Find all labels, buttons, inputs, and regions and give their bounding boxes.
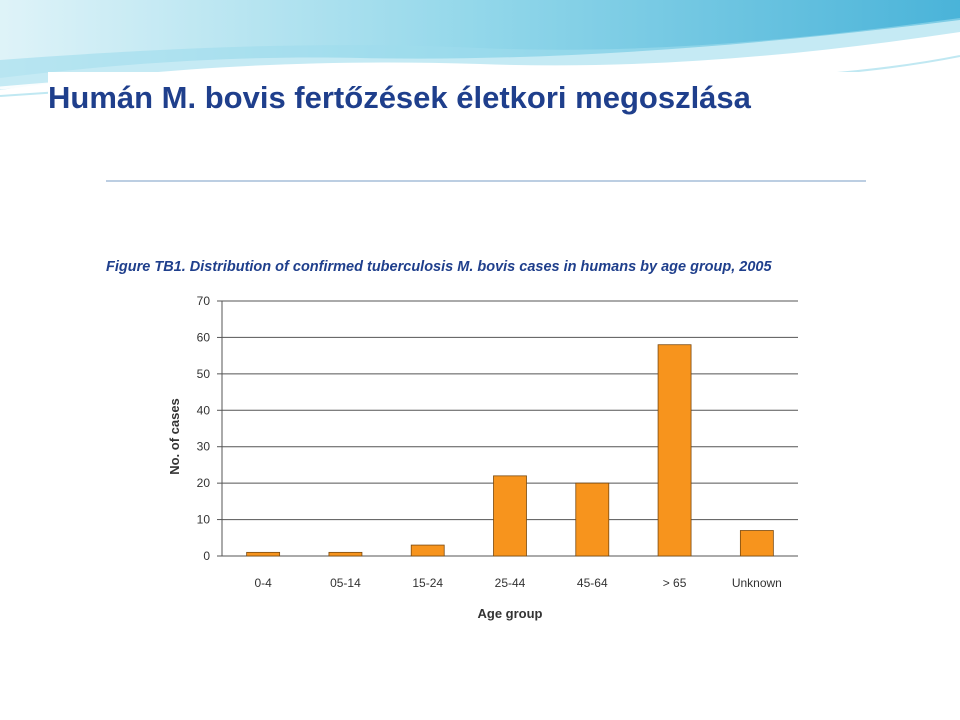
bar-4564 xyxy=(575,482,610,557)
x-tick-label: 45-64 xyxy=(577,576,608,590)
y-tick-label: 40 xyxy=(197,403,211,417)
x-tick-label: Unknown xyxy=(732,576,782,590)
x-tick-label: 05-14 xyxy=(330,576,361,590)
decorative-wave-banner xyxy=(0,0,960,110)
x-tick-label: 15-24 xyxy=(412,576,443,590)
slide-title: Humán M. bovis fertőzések életkori megos… xyxy=(48,80,751,115)
bar-chart: Figure TB1. Distribution of confirmed tu… xyxy=(58,160,904,642)
y-tick-label: 0 xyxy=(203,549,210,563)
bar-1524 xyxy=(410,544,445,557)
bar-04 xyxy=(246,551,281,557)
x-tick-label: 25-44 xyxy=(495,576,526,590)
bar-2544 xyxy=(493,475,527,557)
y-axis-title: No. of cases xyxy=(167,398,182,475)
figure-background xyxy=(58,160,904,642)
bar-0514 xyxy=(328,551,363,557)
y-tick-label: 20 xyxy=(197,476,211,490)
x-tick-label: > 65 xyxy=(663,576,687,590)
bars xyxy=(246,344,774,557)
x-axis-ticks: 0-4 05-14 15-24 25-44 45-64 > 65 Unknown xyxy=(254,576,781,590)
x-axis-title: Age group xyxy=(478,606,543,621)
y-tick-label: 10 xyxy=(197,513,211,527)
y-tick-label: 70 xyxy=(197,294,211,308)
bar-65 xyxy=(657,344,692,557)
y-tick-label: 30 xyxy=(197,440,211,454)
y-axis-ticks: 0 10 20 30 40 50 60 70 xyxy=(197,294,222,563)
y-tick-label: 60 xyxy=(197,330,211,344)
y-tick-label: 50 xyxy=(197,367,211,381)
chart-title: Figure TB1. Distribution of confirmed tu… xyxy=(106,259,772,275)
x-tick-label: 0-4 xyxy=(254,576,272,590)
bar-unknown xyxy=(739,530,774,557)
